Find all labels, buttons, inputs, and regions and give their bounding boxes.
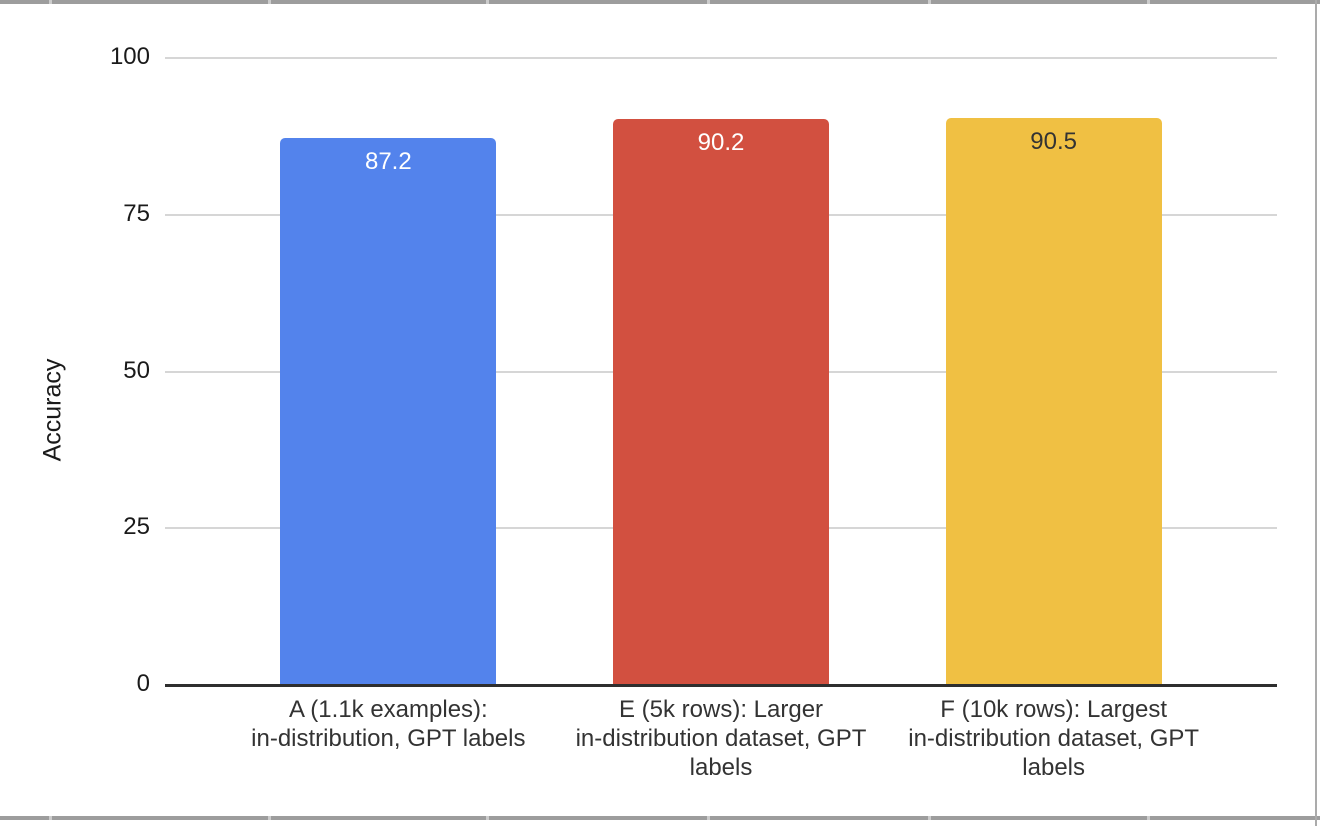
y-tick-label-100: 100 bbox=[109, 43, 150, 71]
x-category-label-A: A (1.1k examples): in-distribution, GPT … bbox=[251, 696, 526, 752]
cell-border-notch bbox=[1147, 0, 1150, 4]
bar-value-label: 87.2 bbox=[364, 148, 412, 176]
gridline-100 bbox=[165, 57, 1277, 59]
spreadsheet-bottom-gridline bbox=[0, 816, 1320, 820]
spreadsheet-right-gridline bbox=[1315, 0, 1317, 826]
y-tick-label-75: 75 bbox=[123, 199, 150, 227]
cell-border-notch bbox=[707, 816, 710, 820]
bar-value-label: 90.2 bbox=[697, 129, 745, 157]
cell-border-notch bbox=[1147, 816, 1150, 820]
cell-border-notch bbox=[268, 816, 271, 820]
bar-F[interactable]: 90.5 bbox=[945, 117, 1162, 685]
spreadsheet-top-gridline bbox=[0, 0, 1320, 4]
cell-border-notch bbox=[707, 0, 710, 4]
cell-border-notch bbox=[486, 816, 489, 820]
x-axis-line bbox=[165, 684, 1277, 687]
y-tick-label-50: 50 bbox=[123, 356, 150, 384]
bar-A[interactable]: 87.2 bbox=[280, 138, 497, 685]
y-tick-label-25: 25 bbox=[123, 513, 150, 541]
cell-border-notch bbox=[486, 0, 489, 4]
y-tick-label-0: 0 bbox=[136, 670, 150, 698]
cell-border-notch bbox=[49, 816, 52, 820]
x-category-label-E: E (5k rows): Larger in-distribution data… bbox=[575, 696, 867, 781]
bar-E[interactable]: 90.2 bbox=[613, 119, 829, 685]
y-axis-title: Accuracy bbox=[38, 358, 67, 462]
x-category-label-F: F (10k rows): Largest in-distribution da… bbox=[908, 696, 1200, 781]
cell-border-notch bbox=[928, 0, 931, 4]
cell-border-notch bbox=[49, 0, 52, 4]
cell-border-notch bbox=[928, 816, 931, 820]
bar-value-label: 90.5 bbox=[1030, 127, 1078, 155]
cell-border-notch bbox=[268, 0, 271, 4]
